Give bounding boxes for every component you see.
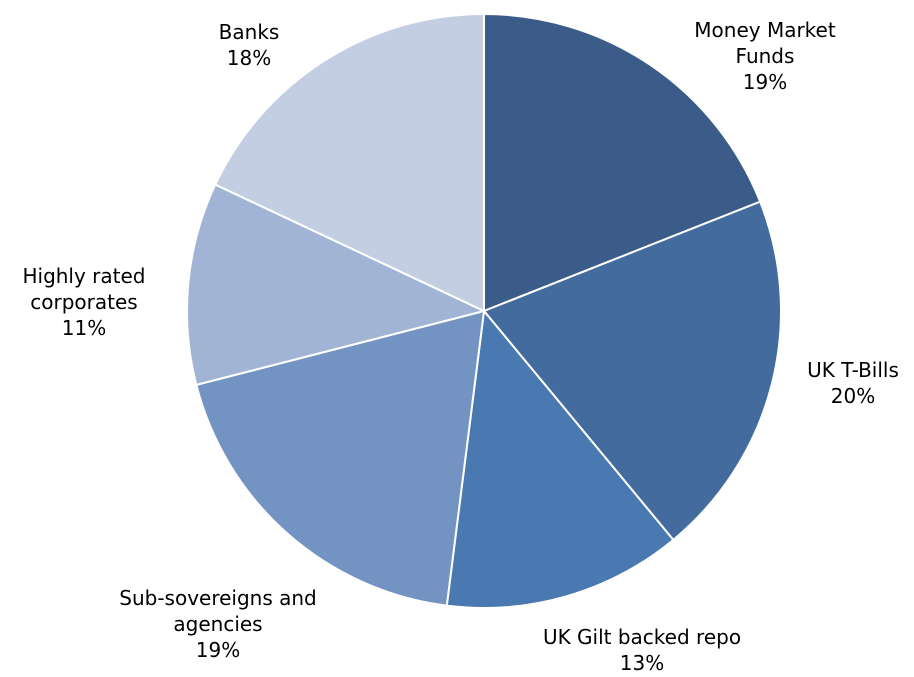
slice-percent: 19%	[196, 638, 240, 662]
slice-category: Highly rated	[22, 264, 145, 288]
pie-slice	[186, 183, 485, 386]
slice-label: UK Gilt backed repo 13%	[543, 625, 741, 675]
pie-slices	[186, 13, 782, 609]
slice-category: Banks	[219, 20, 280, 44]
pie-slice	[483, 200, 782, 541]
pie-labels: Money Market Funds 19%UK T-Bills 20%UK Gilt…	[22, 18, 898, 675]
slice-percent: 20%	[831, 384, 875, 408]
slice-label: Sub-sovereigns and agencies 19%	[119, 586, 317, 662]
slice-label: UK T-Bills 20%	[807, 358, 899, 408]
slice-percent: 13%	[620, 651, 664, 675]
slice-label: Highly rated corporates 11%	[22, 264, 145, 340]
pie-slice	[445, 310, 675, 609]
pie-slice	[483, 13, 762, 312]
slice-percent: 19%	[743, 70, 787, 94]
pie-slice	[195, 310, 485, 607]
slice-category: corporates	[30, 290, 137, 314]
slice-category: UK T-Bills	[807, 358, 899, 382]
slice-category: UK Gilt backed repo	[543, 625, 741, 649]
slice-percent: 18%	[227, 46, 271, 70]
slice-category: Funds	[736, 44, 795, 68]
slice-category: Sub-sovereigns and	[119, 586, 317, 610]
slice-label: Money Market Funds 19%	[694, 18, 836, 94]
slice-category: agencies	[173, 612, 262, 636]
pie-slice	[214, 13, 485, 312]
slice-category: Money Market	[694, 18, 836, 42]
slice-label: Banks 18%	[219, 20, 280, 70]
slice-percent: 11%	[62, 316, 106, 340]
